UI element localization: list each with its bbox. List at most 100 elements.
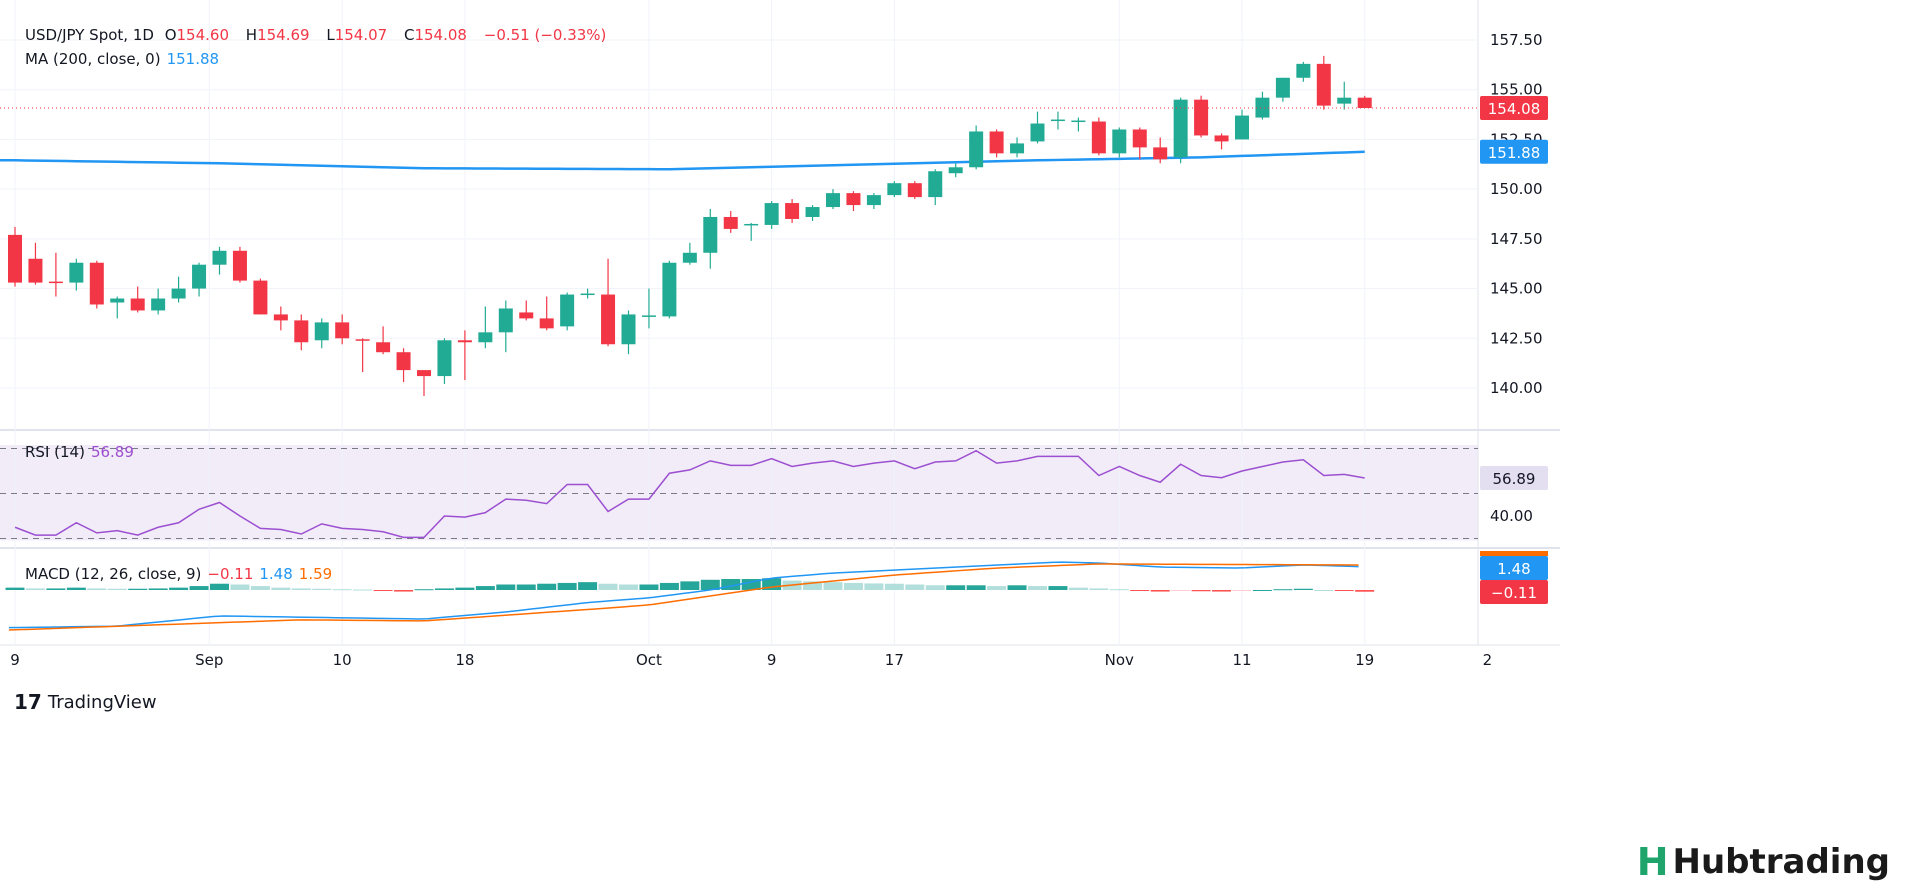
candle-up bbox=[969, 131, 984, 168]
candle-up bbox=[1337, 97, 1352, 104]
macd-hist-bar bbox=[1130, 590, 1150, 591]
macd-hist-bar bbox=[823, 582, 843, 590]
candle-up bbox=[641, 315, 656, 317]
candle-down bbox=[335, 322, 350, 339]
open-value: 154.60 bbox=[176, 26, 230, 44]
candle-down bbox=[1153, 147, 1168, 160]
candle-down bbox=[232, 250, 247, 281]
macd-hist-bar bbox=[1334, 590, 1354, 591]
candle-up bbox=[887, 183, 902, 196]
candle-up bbox=[826, 193, 840, 208]
tradingview-brand: TradingView bbox=[47, 691, 157, 713]
macd-hist-bar bbox=[803, 581, 823, 590]
tradingview-logo[interactable]: 𝟭𝟳 TradingView bbox=[14, 690, 157, 714]
macd-hist-bar bbox=[1171, 590, 1191, 591]
macd-hist-bar bbox=[680, 581, 700, 590]
candle-up bbox=[1010, 143, 1025, 154]
macd-line-value: 1.48 bbox=[259, 565, 293, 583]
candle-down bbox=[1316, 63, 1331, 106]
ma-legend: MA (200, close, 0) 151.88 bbox=[25, 50, 225, 68]
candle-up bbox=[212, 250, 227, 265]
candle-up bbox=[805, 207, 820, 217]
close-label: C bbox=[403, 26, 415, 44]
macd-hist-bar bbox=[1150, 590, 1170, 592]
candle-up bbox=[928, 171, 943, 198]
time-tick-label: Oct bbox=[636, 651, 662, 669]
ma-badge-label: 151.88 bbox=[1488, 144, 1541, 162]
candle-down bbox=[907, 183, 922, 198]
macd-legend: MACD (12, 26, close, 9) −0.11 1.48 1.59 bbox=[25, 565, 338, 583]
macd-hist-bar bbox=[46, 588, 66, 590]
candle-up bbox=[560, 294, 575, 327]
candle-up bbox=[1071, 120, 1086, 123]
macd-hist-bar bbox=[87, 588, 107, 590]
candle-down bbox=[376, 342, 391, 353]
macd-line-badge-label: 1.48 bbox=[1497, 560, 1530, 578]
macd-hist-bar bbox=[619, 584, 638, 590]
macd-hist-bar bbox=[843, 582, 863, 590]
open-label: O bbox=[164, 26, 177, 44]
macd-hist-bar bbox=[128, 588, 148, 590]
time-tick-label: 9 bbox=[10, 651, 20, 669]
symbol-legend: USD/JPY Spot, 1D O154.60 H154.69 L154.07… bbox=[25, 26, 612, 44]
macd-hist-bar bbox=[1293, 588, 1313, 590]
macd-hist-bar bbox=[578, 582, 598, 590]
macd-hist-bar bbox=[434, 588, 454, 590]
macd-hist-bar bbox=[66, 587, 86, 590]
price-tick-label: 147.50 bbox=[1490, 230, 1543, 248]
macd-hist-bar bbox=[169, 587, 189, 590]
rsi-line bbox=[14, 449, 1365, 539]
candle-down bbox=[785, 203, 800, 219]
candle-up bbox=[1050, 119, 1065, 122]
rsi-value: 56.89 bbox=[90, 443, 134, 461]
macd-hist-bar bbox=[210, 583, 229, 590]
candle-down bbox=[273, 314, 288, 321]
candle-up bbox=[110, 298, 125, 303]
hubtrading-icon: H bbox=[1636, 840, 1669, 884]
candle-down bbox=[417, 370, 431, 377]
candle-up bbox=[1275, 77, 1290, 98]
close-value: 154.08 bbox=[414, 26, 467, 44]
macd-hist-bar bbox=[230, 584, 250, 590]
candle-down bbox=[8, 234, 22, 283]
candle-up bbox=[437, 340, 452, 377]
candle-down bbox=[294, 320, 309, 343]
macd-signal-line bbox=[8, 563, 1359, 631]
macd-hist-value: −0.11 bbox=[207, 565, 254, 583]
macd-hist-bar bbox=[1109, 589, 1129, 591]
macd-line-badge bbox=[1480, 556, 1548, 580]
macd-hist-bar bbox=[189, 586, 209, 590]
macd-hist-bar bbox=[394, 590, 414, 592]
macd-hist-bar bbox=[1028, 586, 1047, 590]
candle-down bbox=[89, 262, 104, 305]
macd-signal-value: 1.59 bbox=[298, 565, 333, 583]
rsi-badge-label: 56.89 bbox=[1493, 470, 1536, 488]
candle-down bbox=[519, 312, 534, 319]
rsi-legend: RSI (14) 56.89 bbox=[25, 443, 140, 461]
macd-hist-bar bbox=[721, 579, 741, 590]
candle-up bbox=[171, 288, 186, 299]
macd-hist-bar bbox=[414, 589, 434, 591]
last-price-label: 154.08 bbox=[1488, 100, 1541, 118]
macd-hist-bar bbox=[884, 583, 904, 590]
price-tick-label: 142.50 bbox=[1490, 329, 1543, 347]
macd-signal-badge bbox=[1480, 551, 1548, 556]
macd-hist-bar bbox=[1314, 590, 1334, 591]
candle-up bbox=[580, 293, 595, 296]
macd-hist-bar bbox=[1007, 585, 1027, 590]
candle-up bbox=[764, 203, 779, 225]
macd-hist-bar bbox=[1089, 588, 1109, 590]
macd-hist-badge bbox=[1480, 580, 1548, 604]
macd-hist-bar bbox=[1212, 590, 1232, 592]
macd-hist-bar bbox=[271, 587, 291, 590]
candle-up bbox=[662, 262, 677, 317]
macd-label: MACD (12, 26, close, 9) bbox=[25, 565, 202, 583]
macd-hist-bar bbox=[639, 584, 659, 590]
macd-hist-bar bbox=[373, 590, 393, 591]
candle-up bbox=[192, 264, 207, 289]
candle-up bbox=[1112, 129, 1127, 154]
candle-up bbox=[69, 262, 84, 283]
candle-up bbox=[478, 332, 493, 343]
macd-hist-bar bbox=[987, 586, 1007, 590]
